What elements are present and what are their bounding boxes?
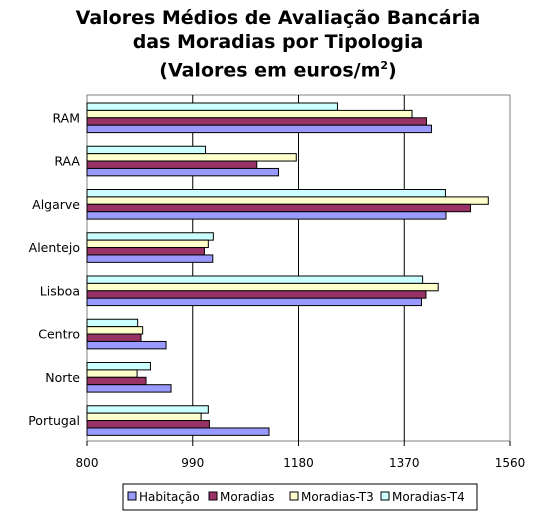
bar-ram-moradias-t4 (86, 102, 338, 111)
legend-label-moradias-t3: Moradias-T3 (301, 490, 374, 504)
bar-lisboa-moradias (86, 290, 427, 299)
legend-swatch-moradias (208, 491, 218, 501)
bar-norte-moradias (86, 376, 147, 386)
category-label-algarve: Algarve (32, 197, 80, 212)
tick-label-1180: 1180 (283, 456, 314, 470)
bar-centro-moradias (86, 333, 142, 342)
bar-centro-moradias-t3 (86, 326, 144, 335)
legend-label-moradias: Moradias (220, 490, 275, 504)
category-label-centro: Centro (38, 327, 80, 342)
legend-box (122, 483, 478, 511)
tick-label-1560: 1560 (495, 456, 526, 470)
category-label-norte: Norte (45, 370, 80, 385)
bar-raa-moradias (86, 160, 258, 169)
category-label-ram: RAM (52, 110, 80, 125)
title-line-1: Valores Médios de Avaliação Bancária (75, 7, 481, 29)
tick-label-1370: 1370 (389, 456, 420, 470)
bar-algarve-moradias-t3 (86, 196, 489, 205)
bars (86, 102, 489, 436)
bar-centro-habita-o (86, 340, 167, 350)
bar-portugal-moradias-t4 (86, 405, 209, 414)
category-label-portugal: Portugal (28, 413, 80, 428)
bar-portugal-moradias-t3 (86, 412, 202, 422)
bar-raa-habita-o (86, 167, 279, 177)
bar-norte-moradias-t4 (86, 362, 151, 371)
bar-norte-moradias-t3 (86, 369, 138, 378)
bar-algarve-moradias-t4 (86, 189, 446, 198)
legend-label-moradias-t4: Moradias-T4 (392, 490, 465, 504)
category-label-alentejo: Alentejo (29, 240, 80, 255)
bar-norte-habita-o (86, 384, 172, 393)
legend: Habitação Moradias Moradias-T3 Moradias-T4 (127, 490, 465, 504)
title-line-3-text: (Valores em euros/m (159, 59, 381, 82)
chart-title: Valores Médios de Avaliação Bancária das… (0, 6, 556, 82)
title-line-3-close: ) (388, 59, 397, 82)
bar-alentejo-habita-o (86, 254, 214, 263)
category-label-raa: RAA (54, 154, 80, 169)
title-line-3: (Valores em euros/m2) (0, 54, 556, 82)
category-label-lisboa: Lisboa (40, 283, 80, 298)
bar-alentejo-moradias-t4 (86, 232, 214, 241)
bar-algarve-habita-o (86, 211, 447, 220)
bar-alentejo-moradias-t3 (86, 239, 209, 249)
bar-alentejo-moradias (86, 247, 205, 256)
bar-lisboa-habita-o (86, 297, 423, 307)
bar-centro-moradias-t4 (86, 318, 139, 328)
legend-swatch-moradias-t4 (380, 491, 390, 501)
bar-raa-moradias-t3 (86, 153, 297, 162)
bar-raa-moradias-t4 (86, 145, 207, 155)
bar-portugal-habita-o (86, 427, 270, 436)
legend-label-habita-o: Habitação (139, 490, 200, 504)
x-axis-ticks: 800 990 1180 1370 1560 (76, 441, 526, 470)
bar-lisboa-moradias-t3 (86, 282, 439, 292)
bar-ram-moradias-t3 (86, 109, 413, 119)
bar-ram-moradias (86, 117, 428, 126)
category-labels: RAM RAA Algarve Alentejo Lisboa Centro Norte Po… (28, 110, 80, 428)
title-superscript: 2 (380, 59, 389, 72)
bar-lisboa-moradias-t4 (86, 275, 424, 284)
legend-swatch-habita-o (127, 491, 137, 501)
tick-label-800: 800 (76, 456, 99, 470)
title-line-2: das Moradias por Tipologia (132, 31, 424, 53)
legend-swatch-moradias-t3 (289, 491, 299, 501)
bar-portugal-moradias (86, 420, 210, 429)
bar-algarve-moradias (86, 203, 471, 213)
bar-ram-habita-o (86, 124, 433, 134)
tick-label-990: 990 (181, 456, 204, 470)
